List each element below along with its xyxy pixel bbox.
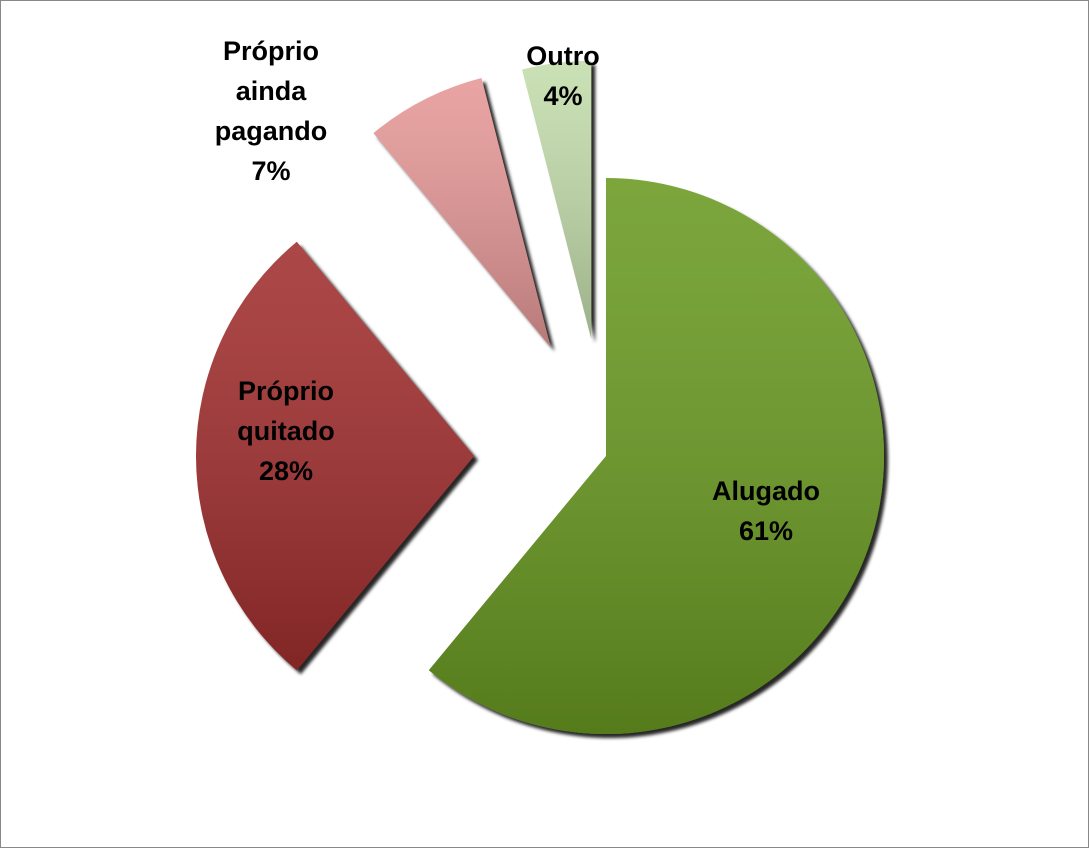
value-label: 28% bbox=[258, 456, 314, 486]
value-label: 7% bbox=[251, 156, 291, 186]
slice-label: Alugado 61% bbox=[681, 471, 851, 551]
value-label: 61% bbox=[738, 516, 794, 546]
slice-shade bbox=[522, 60, 592, 339]
category-name: Próprio quitado bbox=[237, 376, 335, 446]
slice-shade bbox=[428, 178, 884, 735]
value-label: 4% bbox=[543, 81, 583, 111]
slice-label: Outro 4% bbox=[478, 36, 648, 116]
slice-label: Próprio ainda pagando 7% bbox=[186, 31, 356, 191]
slice-shade bbox=[196, 241, 475, 671]
category-name: Outro bbox=[526, 41, 600, 71]
slice-label: Próprio quitado 28% bbox=[201, 371, 371, 491]
category-name: Alugado bbox=[712, 476, 820, 506]
category-name: Próprio ainda pagando bbox=[214, 36, 328, 146]
slice-shade bbox=[373, 78, 551, 348]
